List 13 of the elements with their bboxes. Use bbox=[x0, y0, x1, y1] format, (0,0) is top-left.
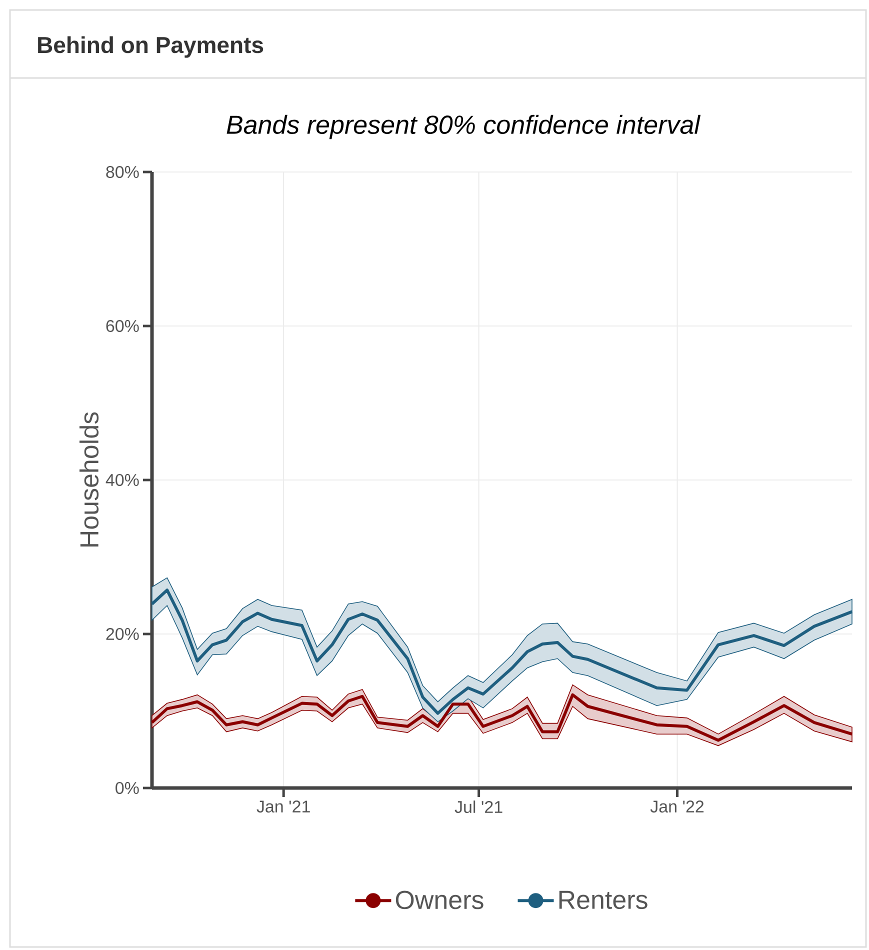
y-axis-title: Households bbox=[79, 412, 99, 547]
y-tick-label: 80% bbox=[106, 166, 139, 178]
x-tick-label: Jan '22 bbox=[650, 800, 704, 813]
y-tick-label: 0% bbox=[116, 782, 139, 794]
x-tick-label: Jul '21 bbox=[454, 800, 502, 814]
x-tick-label: Jan '21 bbox=[256, 800, 310, 813]
legend-label: Owners bbox=[396, 890, 484, 910]
chart-title: Behind on Payments bbox=[38, 36, 264, 58]
legend-label: Renters bbox=[559, 890, 648, 910]
y-tick-label: 40% bbox=[106, 474, 139, 486]
y-tick-label: 60% bbox=[106, 320, 139, 332]
y-tick-label: 20% bbox=[106, 628, 139, 640]
chart-subtitle: Bands represent 80% confidence interval bbox=[226, 114, 701, 140]
